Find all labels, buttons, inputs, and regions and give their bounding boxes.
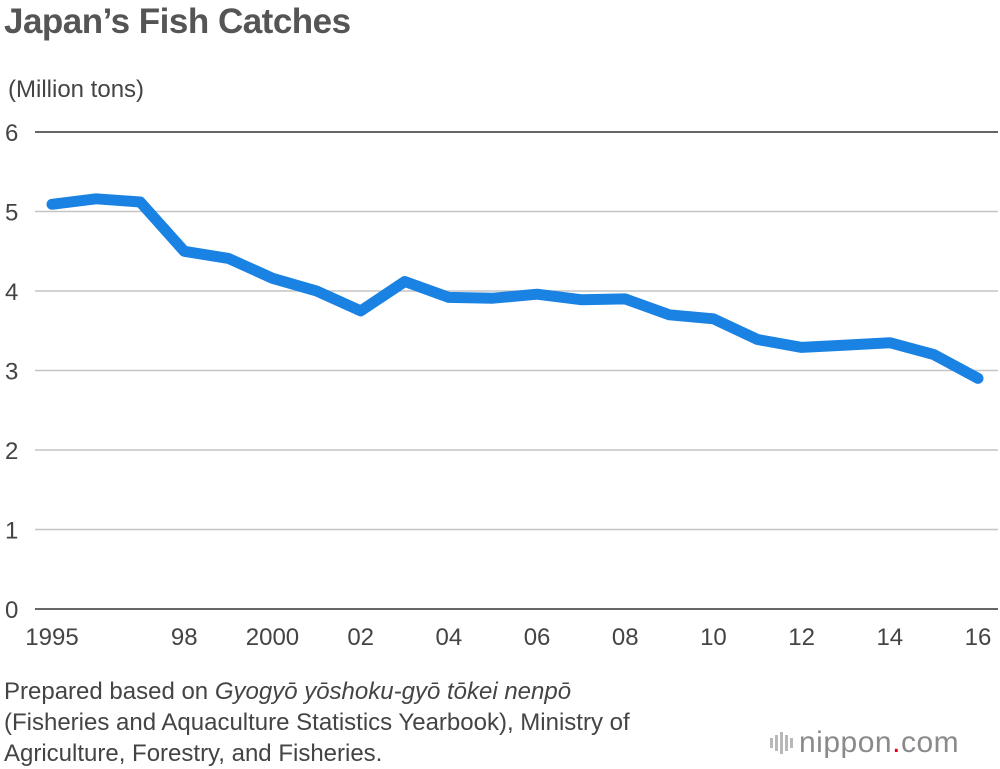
x-tick-label: 1995: [25, 624, 78, 651]
logo-dot: .: [892, 726, 901, 759]
x-tick-label: 2000: [246, 624, 299, 651]
x-axis-ticks: 1995 98 2000 02 04 06 08 10 12 14 16: [25, 624, 991, 651]
logo-tld: com: [900, 726, 960, 759]
y-tick-label: 0: [5, 597, 18, 624]
source-note: Prepared based on Gyogyō yōshoku-gyō tōk…: [4, 676, 744, 769]
y-tick-label: 6: [5, 120, 18, 147]
x-tick-label: 14: [876, 624, 903, 651]
gridlines: [35, 131, 998, 610]
x-tick-label: 08: [612, 624, 639, 651]
y-axis-unit-label: (Million tons): [8, 76, 145, 103]
series-line-fish-catches: [46, 193, 984, 384]
y-tick-label: 4: [5, 279, 18, 306]
x-tick-label: 02: [347, 624, 374, 651]
source-prefix: Prepared based on: [4, 678, 215, 705]
logo-bars-icon: [770, 729, 793, 757]
x-tick-label: 16: [965, 624, 992, 651]
x-tick-label: 98: [171, 624, 198, 651]
series-lines: [46, 193, 984, 384]
source-rest: (Fisheries and Aquaculture Statistics Ye…: [4, 709, 630, 767]
y-tick-label: 2: [5, 438, 18, 465]
logo-name: nippon: [799, 726, 893, 759]
y-tick-label: 3: [5, 359, 18, 386]
y-axis-ticks: 0 1 2 3 4 5 6: [5, 120, 18, 624]
x-tick-label: 06: [524, 624, 551, 651]
x-tick-label: 12: [788, 624, 815, 651]
x-tick-label: 04: [436, 624, 463, 651]
logo-wordmark: nippon.com: [799, 726, 959, 760]
source-title: Gyogyō yōshoku-gyō tōkei nenpō: [214, 678, 572, 705]
chart-title: Japan’s Fish Catches: [4, 2, 351, 41]
y-tick-label: 5: [5, 200, 18, 227]
y-tick-label: 1: [5, 518, 18, 545]
x-tick-label: 10: [700, 624, 727, 651]
nippon-logo: nippon.com: [770, 726, 959, 760]
